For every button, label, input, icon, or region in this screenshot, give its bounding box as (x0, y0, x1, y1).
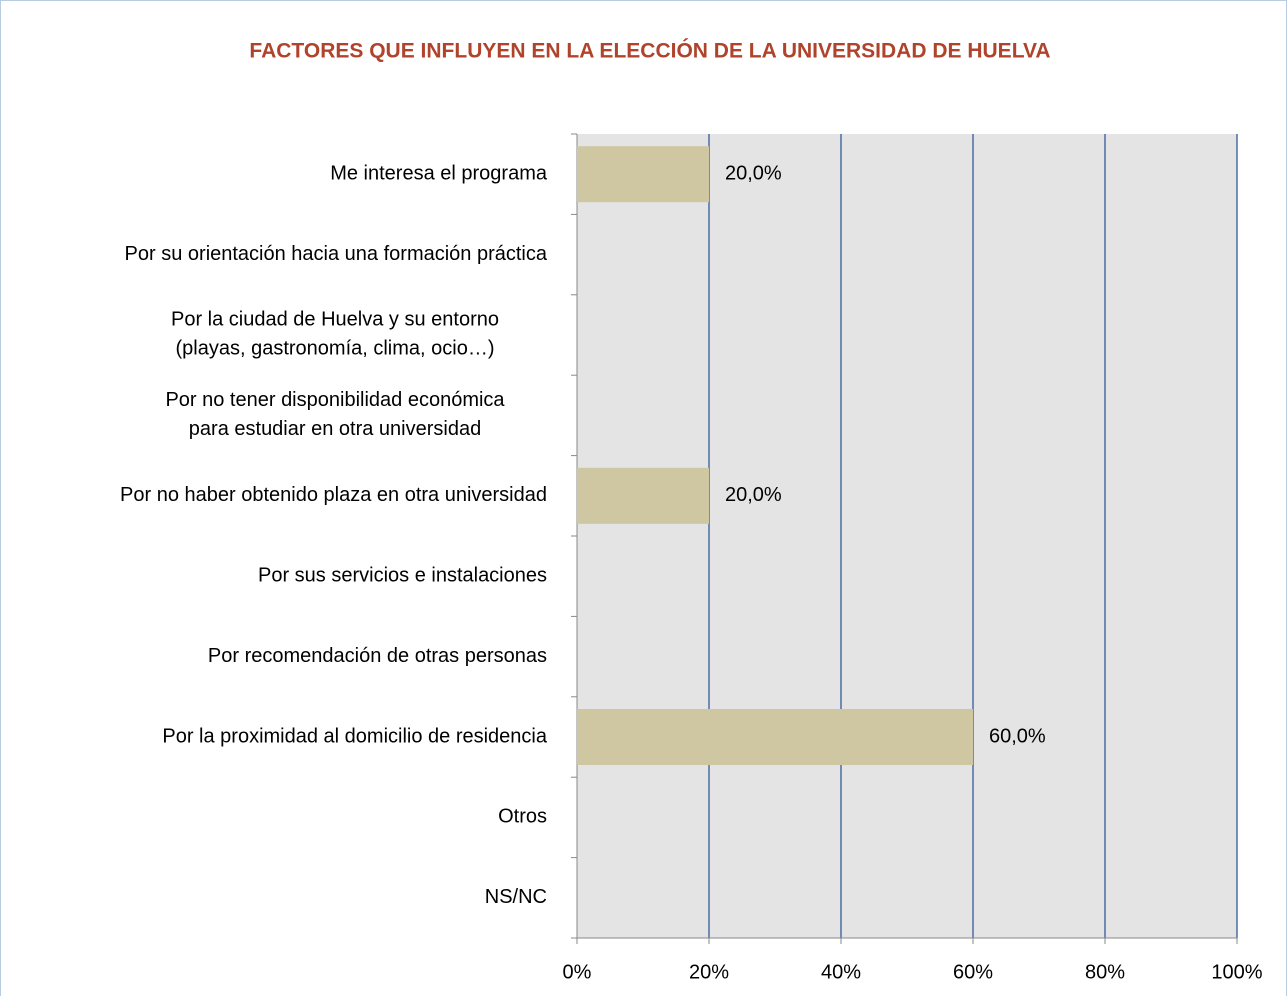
y-tick-label: Por no tener disponibilidad económica par… (165, 389, 505, 440)
x-tick-label: 100% (1211, 961, 1262, 983)
y-tick-label: Por la ciudad de Huelva y su entorno (pla… (171, 309, 499, 360)
y-tick-label: Por sus servicios e instalaciones (258, 564, 547, 586)
bar (577, 709, 973, 765)
x-tick-label: 60% (953, 961, 993, 983)
x-tick-label: 20% (689, 961, 729, 983)
y-tick-label: Por la proximidad al domicilio de reside… (162, 725, 548, 747)
plot-area (577, 134, 1237, 938)
y-tick-label: Por no haber obtenido plaza en otra univ… (120, 484, 547, 506)
x-tick-label: 80% (1085, 961, 1125, 983)
y-tick-label: NS/NC (485, 886, 547, 908)
data-label: 60,0% (989, 725, 1046, 747)
y-tick-label: Me interesa el programa (330, 162, 548, 184)
y-tick-label: Otros (498, 806, 547, 828)
x-tick-label: 0% (563, 961, 592, 983)
data-label: 20,0% (725, 162, 782, 184)
x-tick-label: 40% (821, 961, 861, 983)
y-tick-label: Por recomendación de otras personas (208, 645, 547, 667)
data-label: 20,0% (725, 484, 782, 506)
bar (577, 146, 709, 203)
chart-title: FACTORES QUE INFLUYEN EN LA ELECCIÓN DE … (249, 39, 1050, 63)
bar (577, 467, 709, 524)
y-tick-label: Por su orientación hacia una formación p… (125, 243, 548, 265)
